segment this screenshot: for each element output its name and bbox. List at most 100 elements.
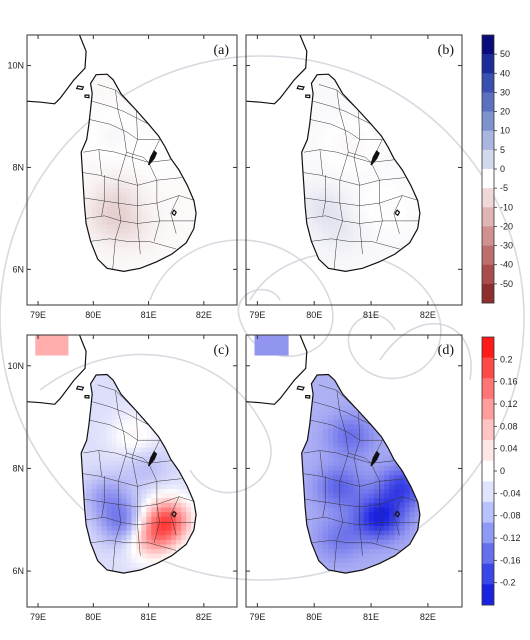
x-tick-label: 81E: [141, 310, 157, 320]
district-boundary: [126, 452, 149, 464]
district-boundary: [90, 540, 177, 551]
district-boundary: [98, 450, 102, 477]
x-tick-label: 80E: [306, 310, 322, 320]
x-tick-label: 79E: [30, 310, 46, 320]
colorbar-swatch: [482, 226, 494, 246]
panel-frame: [245, 34, 463, 306]
colorbar-label: 0.12: [500, 399, 518, 409]
colorbar-swatch: [482, 398, 494, 420]
district-boundary: [322, 476, 326, 518]
watermark-ring: [0, 55, 525, 581]
panel-frame: [26, 334, 238, 608]
district-boundary: [82, 172, 182, 186]
colorbar-label: -0.08: [500, 511, 521, 521]
y-tick-label: 10N: [7, 361, 24, 371]
district-boundary: [87, 419, 160, 441]
colorbar-label: -50: [500, 279, 513, 289]
lagoon: [370, 450, 380, 467]
reservoir: [394, 209, 401, 217]
district-boundary: [311, 540, 400, 551]
district-boundary: [86, 516, 195, 526]
india-coastline: [245, 334, 308, 405]
colorbar-swatch: [482, 73, 494, 93]
colorbar-swatch: [482, 522, 494, 544]
colorbar-swatch: [482, 264, 494, 285]
colorbar-label: -0.12: [500, 533, 521, 543]
panel-label: (c): [213, 343, 229, 358]
sri-lanka-coastline: [301, 373, 421, 574]
colorbar-swatch: [482, 419, 494, 441]
reservoir: [171, 510, 177, 518]
colorbar-swatch: [482, 337, 494, 358]
colorbar-label: -0.04: [500, 488, 521, 498]
district-boundary: [306, 516, 419, 526]
colorbar-label: -30: [500, 241, 513, 251]
district-boundary: [311, 238, 400, 250]
x-tick-label: 82E: [420, 612, 436, 622]
district-boundary: [348, 151, 372, 163]
x-tick-label: 79E: [249, 612, 265, 622]
colorbar-swatch: [482, 378, 494, 400]
islet: [305, 94, 311, 99]
lagoon: [370, 150, 380, 166]
x-tick-label: 82E: [196, 612, 212, 622]
colorbar-swatch: [482, 440, 494, 461]
watermark-swirl: [379, 323, 472, 381]
district-boundary: [322, 175, 326, 216]
x-tick-label: 81E: [363, 612, 379, 622]
x-tick-label: 79E: [30, 612, 46, 622]
district-boundary: [170, 496, 180, 536]
watermark-swirl: [39, 353, 272, 494]
colorbar-swatch: [482, 54, 494, 74]
y-tick-label: 6N: [12, 264, 24, 274]
district-boundary: [302, 473, 406, 487]
anomaly-field: [301, 374, 420, 574]
anomaly-field: [81, 374, 197, 574]
x-tick-label: 81E: [363, 310, 379, 320]
colorbar-swatch: [482, 149, 494, 170]
y-tick-label: 6N: [12, 566, 24, 576]
district-boundary: [348, 452, 372, 464]
x-tick-label: 80E: [85, 612, 101, 622]
islet: [84, 94, 90, 99]
x-tick-label: 81E: [141, 612, 157, 622]
reservoir: [394, 510, 401, 518]
district-boundary: [101, 175, 105, 216]
colorbar-label: -40: [500, 260, 513, 270]
district-boundary: [98, 149, 102, 176]
map-panel-b: 79E 80E 81E 82E (b): [245, 34, 463, 320]
x-tick-label: 82E: [196, 310, 212, 320]
panel-label: (b): [438, 43, 455, 58]
district-boundary: [112, 89, 127, 270]
district-boundary: [92, 401, 149, 426]
district-boundary: [303, 450, 394, 464]
islet: [305, 395, 311, 399]
colorbar-label: -0.16: [500, 555, 521, 565]
colorbar-label: 0.2: [500, 354, 513, 364]
corner-cells: [254, 335, 289, 356]
district-boundary: [90, 238, 177, 250]
india-coastline: [245, 34, 308, 105]
colorbar-swatch: [482, 283, 494, 304]
colorbar-label: -0.2: [500, 578, 516, 588]
colorbar-swatch: [482, 481, 494, 503]
colorbar-label: 20: [500, 107, 510, 117]
colorbar-swatch: [482, 92, 494, 112]
colorbar-label: 40: [500, 68, 510, 78]
district-boundary: [83, 149, 171, 163]
colorbar-swatch: [482, 111, 494, 132]
district-boundary: [393, 195, 403, 234]
y-tick-label: 10N: [7, 61, 24, 71]
anomaly-field: [301, 74, 420, 272]
panel-label: (d): [438, 343, 455, 358]
district-boundary: [333, 89, 349, 270]
islet: [296, 85, 305, 91]
colorbar-swatch: [482, 501, 494, 523]
islet: [75, 85, 85, 91]
district-boundary: [112, 390, 127, 572]
colorbar-swatch: [482, 169, 494, 189]
colorbar-swatch: [482, 584, 494, 606]
colorbar-swatch: [482, 207, 494, 227]
colorbar-label: -10: [500, 202, 513, 212]
